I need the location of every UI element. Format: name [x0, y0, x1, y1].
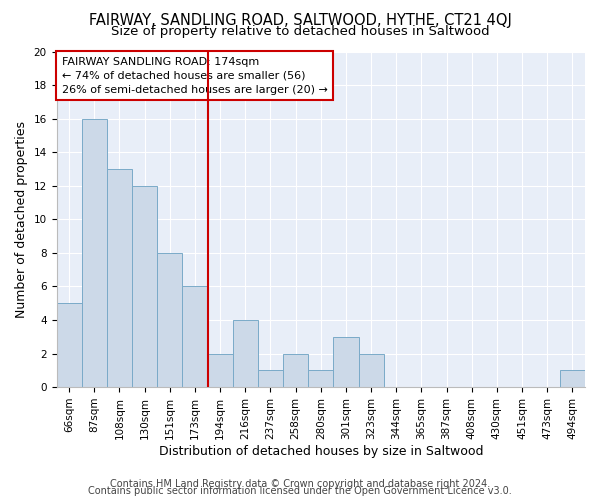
Text: Contains public sector information licensed under the Open Government Licence v3: Contains public sector information licen…	[88, 486, 512, 496]
Bar	[182, 286, 208, 387]
Bar	[157, 253, 182, 387]
Bar	[283, 354, 308, 387]
Text: Size of property relative to detached houses in Saltwood: Size of property relative to detached ho…	[110, 25, 490, 38]
Text: FAIRWAY, SANDLING ROAD, SALTWOOD, HYTHE, CT21 4QJ: FAIRWAY, SANDLING ROAD, SALTWOOD, HYTHE,…	[89, 12, 511, 28]
Text: FAIRWAY SANDLING ROAD: 174sqm
← 74% of detached houses are smaller (56)
26% of s: FAIRWAY SANDLING ROAD: 174sqm ← 74% of d…	[62, 56, 328, 94]
Bar	[359, 354, 383, 387]
Y-axis label: Number of detached properties: Number of detached properties	[15, 121, 28, 318]
Bar	[334, 337, 359, 387]
Bar	[82, 118, 107, 387]
Bar	[233, 320, 258, 387]
Bar	[560, 370, 585, 387]
Text: Contains HM Land Registry data © Crown copyright and database right 2024.: Contains HM Land Registry data © Crown c…	[110, 479, 490, 489]
Bar	[56, 303, 82, 387]
Bar	[208, 354, 233, 387]
X-axis label: Distribution of detached houses by size in Saltwood: Distribution of detached houses by size …	[158, 444, 483, 458]
Bar	[258, 370, 283, 387]
Bar	[132, 186, 157, 387]
Bar	[308, 370, 334, 387]
Bar	[107, 169, 132, 387]
